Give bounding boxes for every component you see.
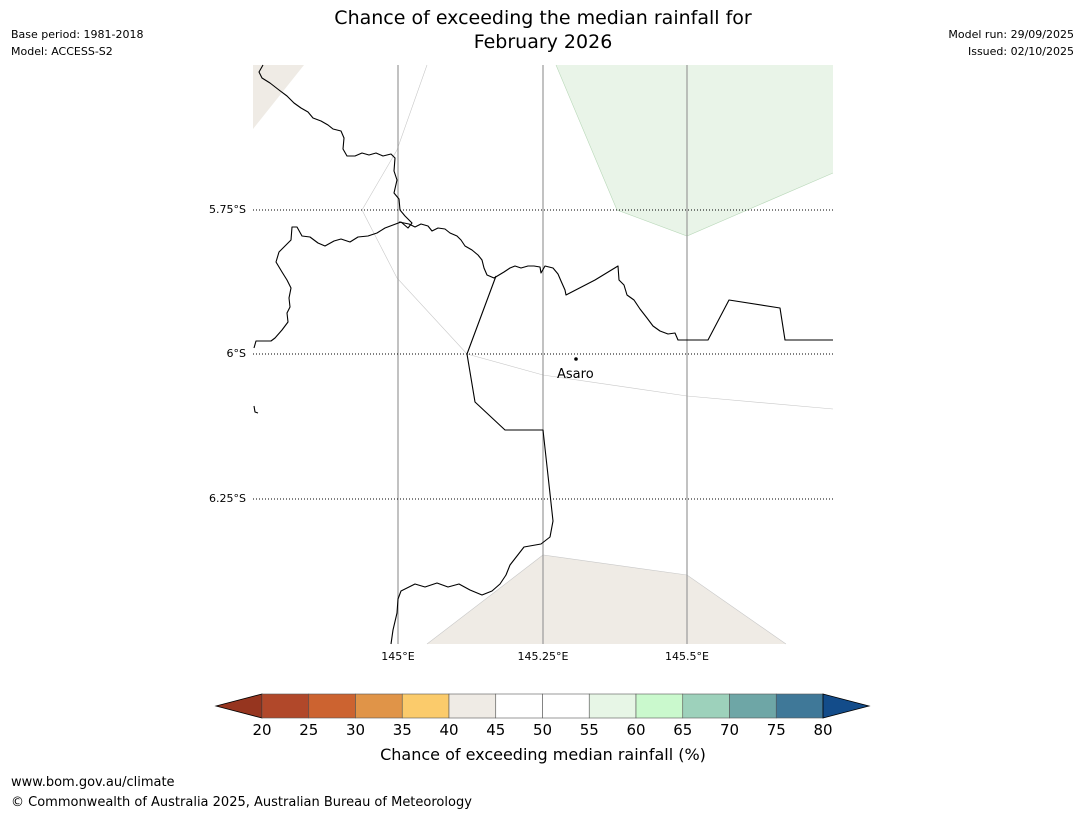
green-region	[556, 65, 833, 236]
model-run-text: Model run: 29/09/2025	[948, 28, 1074, 41]
colorbar-swatch	[635, 693, 684, 719]
colorbar-swatch	[775, 693, 824, 719]
colorbar-swatch	[682, 693, 730, 719]
colorbar-tick-label: 55	[580, 721, 599, 739]
lon-label-145-25: 145.25°E	[518, 650, 569, 663]
colorbar-tick-label: 75	[767, 721, 786, 739]
model-text: Model: ACCESS-S2	[11, 45, 113, 58]
title-line-2: February 2026	[473, 31, 613, 53]
meta-right: Model run: 29/09/2025 Issued: 02/10/2025	[948, 26, 1074, 60]
colorbar-swatch	[355, 693, 403, 719]
issued-text: Issued: 02/10/2025	[967, 45, 1074, 58]
colorbar-tick-label: 30	[346, 721, 365, 739]
title-line-1: Chance of exceeding the median rainfall …	[334, 7, 752, 29]
lat-label-5-75: 5.75°S	[209, 203, 246, 216]
map-title: Chance of exceeding the median rainfall …	[243, 6, 843, 54]
lon-label-145-5: 145.5°E	[665, 650, 709, 663]
colorbar-under-arrow	[214, 693, 263, 719]
region-edges	[361, 64, 834, 645]
colorbar-tick-label: 70	[720, 721, 739, 739]
colorbar-swatches	[261, 693, 824, 719]
lat-label-6-25: 6.25°S	[209, 492, 246, 505]
colorbar-swatch	[729, 693, 777, 719]
colorbar-over-arrow	[822, 693, 871, 719]
asaro-label: Asaro	[557, 367, 594, 382]
boundary-north	[253, 64, 413, 349]
meta-left: Base period: 1981-2018 Model: ACCESS-S2	[11, 26, 143, 60]
colorbar-swatch	[308, 693, 356, 719]
colorbar-tick-label: 35	[393, 721, 412, 739]
colorbar-tick-label: 40	[439, 721, 458, 739]
province-boundaries	[253, 64, 833, 645]
colorbar-tick-label: 50	[533, 721, 552, 739]
colorbar-tick-label: 65	[673, 721, 692, 739]
lat-label-6: 6°S	[227, 347, 246, 360]
footer-url: www.bom.gov.au/climate	[11, 775, 175, 790]
colorbar-swatch	[261, 693, 310, 719]
longitude-labels: 145°E 145.25°E 145.5°E	[381, 650, 709, 663]
colorbar-swatch	[448, 693, 497, 719]
asaro-marker	[574, 357, 578, 361]
colorbar-swatch	[588, 693, 637, 719]
boundary-south	[390, 275, 554, 645]
colorbar-tick-label: 20	[252, 721, 271, 739]
beige-region-top-left	[253, 65, 304, 129]
colorbar-tick-label: 80	[813, 721, 832, 739]
footer-copyright: © Commonwealth of Australia 2025, Austra…	[11, 795, 472, 810]
boundary-east	[398, 221, 833, 341]
colorbar-tick-label: 45	[486, 721, 505, 739]
base-period-text: Base period: 1981-2018	[11, 28, 144, 41]
colorbar-swatch	[401, 693, 450, 719]
colorbar-ticks: 20 25 30 35 40 45 50 55 60 65 70 75 80	[252, 721, 832, 739]
colorbar-tick-label: 60	[626, 721, 645, 739]
colorbar-label: Chance of exceeding median rainfall (%)	[380, 745, 706, 764]
colorbar-tick-label: 25	[299, 721, 318, 739]
colorbar: 20 25 30 35 40 45 50 55 60 65 70 75 80	[214, 693, 871, 739]
beige-region-bottom	[427, 555, 786, 644]
parallels	[253, 209, 833, 500]
latitude-labels: 5.75°S 6°S 6.25°S	[209, 203, 246, 505]
colorbar-swatch	[495, 693, 543, 719]
lon-label-145: 145°E	[381, 650, 414, 663]
boundary-west-fragment	[253, 405, 259, 414]
colorbar-swatch	[542, 693, 590, 719]
